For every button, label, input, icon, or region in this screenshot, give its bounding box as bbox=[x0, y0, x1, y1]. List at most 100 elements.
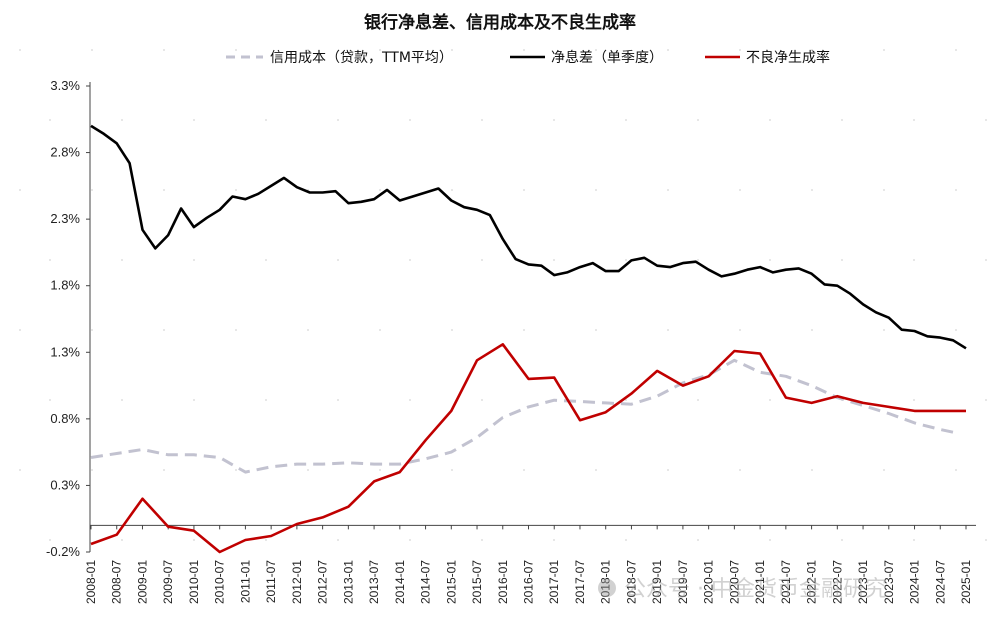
x-tick-label: 2024-01 bbox=[908, 560, 922, 604]
y-tick-label: 3.3% bbox=[50, 78, 80, 93]
bg-dot bbox=[625, 539, 627, 541]
x-tick-label: 2008-07 bbox=[110, 560, 124, 604]
bg-dot bbox=[841, 259, 843, 261]
bg-dot bbox=[595, 189, 597, 191]
bg-dot bbox=[193, 399, 195, 401]
x-tick-label: 2024-07 bbox=[933, 560, 947, 604]
bg-dot bbox=[697, 539, 699, 541]
bg-dot bbox=[625, 119, 627, 121]
x-tick-label: 2018-07 bbox=[624, 560, 638, 604]
y-tick-label: -0.2% bbox=[46, 544, 80, 559]
bg-dot bbox=[523, 189, 525, 191]
bg-dot bbox=[163, 329, 165, 331]
bg-dot bbox=[553, 259, 555, 261]
bg-dot bbox=[193, 539, 195, 541]
bg-dot bbox=[697, 119, 699, 121]
bg-dot bbox=[235, 189, 237, 191]
x-tick-label: 2009-07 bbox=[161, 560, 175, 604]
bg-dot bbox=[913, 259, 915, 261]
bg-dot bbox=[811, 189, 813, 191]
bg-dot bbox=[235, 329, 237, 331]
bg-dot bbox=[955, 329, 957, 331]
y-tick-label: 0.3% bbox=[50, 477, 80, 492]
bg-dot bbox=[451, 49, 453, 51]
bg-dot bbox=[451, 469, 453, 471]
series-nim-line bbox=[90, 124, 967, 350]
bg-dot bbox=[19, 49, 21, 51]
bg-dot bbox=[883, 469, 885, 471]
x-tick-label: 2013-07 bbox=[367, 560, 381, 604]
x-tick-label: 2019-01 bbox=[650, 560, 664, 604]
bg-dot bbox=[481, 399, 483, 401]
bg-dot bbox=[985, 119, 987, 121]
bg-dot bbox=[625, 259, 627, 261]
bg-dot bbox=[265, 539, 267, 541]
bg-dot bbox=[985, 399, 987, 401]
watermark: 公众号 · 中金货币金融研究 bbox=[598, 577, 887, 602]
x-tick-label: 2008-01 bbox=[84, 560, 98, 604]
bg-dot bbox=[523, 329, 525, 331]
bg-dot bbox=[91, 189, 93, 191]
x-tick-label: 2014-01 bbox=[393, 560, 407, 604]
bg-dot bbox=[307, 49, 309, 51]
y-tick-label: 1.3% bbox=[50, 344, 80, 359]
x-tick-label: 2021-01 bbox=[753, 560, 767, 604]
x-tick-label: 2022-01 bbox=[805, 560, 819, 604]
y-tick-label: 2.8% bbox=[50, 145, 80, 160]
bg-dot bbox=[91, 469, 93, 471]
y-tick-label: 0.8% bbox=[50, 411, 80, 426]
x-tick-label: 2025-01 bbox=[959, 560, 973, 604]
bg-dot bbox=[19, 329, 21, 331]
bg-dot bbox=[193, 259, 195, 261]
bg-dot bbox=[409, 539, 411, 541]
y-tick-label: 2.3% bbox=[50, 211, 80, 226]
bg-dot bbox=[121, 119, 123, 121]
bg-dot bbox=[307, 469, 309, 471]
bg-dot bbox=[739, 329, 741, 331]
bg-dot bbox=[667, 189, 669, 191]
x-tick-label: 2016-07 bbox=[522, 560, 536, 604]
x-tick-label: 2023-07 bbox=[882, 560, 896, 604]
bg-dot bbox=[409, 399, 411, 401]
bg-dot bbox=[985, 259, 987, 261]
bg-dot bbox=[121, 259, 123, 261]
bg-dot bbox=[235, 49, 237, 51]
bg-dot bbox=[739, 49, 741, 51]
bg-dot bbox=[883, 49, 885, 51]
bg-dot bbox=[307, 329, 309, 331]
bg-dot bbox=[193, 119, 195, 121]
bg-dot bbox=[595, 49, 597, 51]
bg-dot bbox=[49, 119, 51, 121]
bg-dot bbox=[667, 469, 669, 471]
bg-dot bbox=[409, 259, 411, 261]
x-tick-label: 2017-01 bbox=[547, 560, 561, 604]
bg-dot bbox=[481, 119, 483, 121]
x-tick-label: 2010-01 bbox=[187, 560, 201, 604]
x-tick-label: 2020-07 bbox=[727, 560, 741, 604]
bg-dot bbox=[985, 539, 987, 541]
bg-dot bbox=[811, 469, 813, 471]
x-tick-label: 2016-01 bbox=[496, 560, 510, 604]
bg-dot bbox=[667, 49, 669, 51]
bg-dot bbox=[913, 539, 915, 541]
x-tick-label: 2017-07 bbox=[573, 560, 587, 604]
legend-label-credit-cost: 信用成本（贷款，TTM平均） bbox=[270, 50, 453, 66]
bg-dot bbox=[451, 189, 453, 191]
bg-dot bbox=[523, 49, 525, 51]
bg-dot bbox=[697, 259, 699, 261]
bg-dot bbox=[379, 469, 381, 471]
x-tick-label: 2021-07 bbox=[779, 560, 793, 604]
bg-dot bbox=[91, 329, 93, 331]
bg-dot bbox=[769, 119, 771, 121]
bg-dot bbox=[883, 189, 885, 191]
bg-dot bbox=[913, 119, 915, 121]
x-tick-label: 2013-01 bbox=[341, 560, 355, 604]
axes: 3.3% 2.8% 2.3% 1.8% 1.3% 0.8% 0.3% -0.2% 2008-01… bbox=[19, 49, 987, 604]
bg-dot bbox=[49, 259, 51, 261]
bg-dot bbox=[523, 469, 525, 471]
bg-dot bbox=[49, 399, 51, 401]
bg-dot bbox=[481, 259, 483, 261]
bg-dot bbox=[913, 399, 915, 401]
x-tick-label: 2015-07 bbox=[470, 560, 484, 604]
